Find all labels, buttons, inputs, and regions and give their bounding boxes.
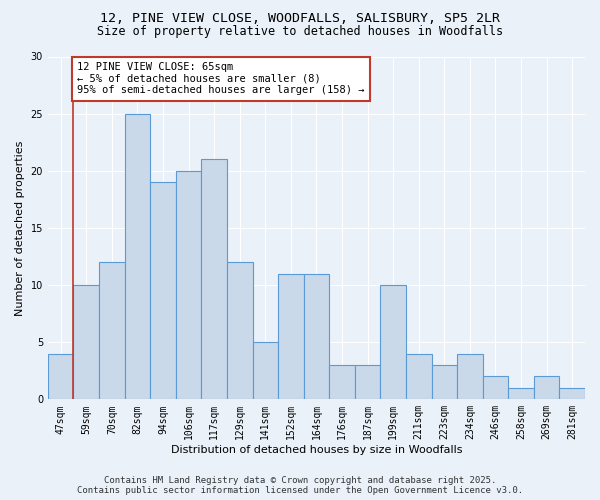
Y-axis label: Number of detached properties: Number of detached properties <box>15 140 25 316</box>
Bar <box>329 365 355 400</box>
Bar <box>227 262 253 400</box>
Bar <box>380 285 406 400</box>
Bar <box>278 274 304 400</box>
Bar <box>202 160 227 400</box>
Bar <box>457 354 482 400</box>
Bar <box>125 114 150 400</box>
Bar <box>508 388 534 400</box>
Text: 12 PINE VIEW CLOSE: 65sqm
← 5% of detached houses are smaller (8)
95% of semi-de: 12 PINE VIEW CLOSE: 65sqm ← 5% of detach… <box>77 62 365 96</box>
Bar <box>304 274 329 400</box>
Bar <box>559 388 585 400</box>
Bar <box>253 342 278 400</box>
Bar <box>48 354 73 400</box>
Bar <box>99 262 125 400</box>
Bar <box>406 354 431 400</box>
Bar <box>150 182 176 400</box>
Text: 12, PINE VIEW CLOSE, WOODFALLS, SALISBURY, SP5 2LR: 12, PINE VIEW CLOSE, WOODFALLS, SALISBUR… <box>100 12 500 26</box>
Bar <box>176 171 202 400</box>
Bar <box>431 365 457 400</box>
Bar <box>73 285 99 400</box>
Bar <box>355 365 380 400</box>
Text: Size of property relative to detached houses in Woodfalls: Size of property relative to detached ho… <box>97 25 503 38</box>
Bar <box>482 376 508 400</box>
Bar <box>534 376 559 400</box>
X-axis label: Distribution of detached houses by size in Woodfalls: Distribution of detached houses by size … <box>171 445 462 455</box>
Text: Contains HM Land Registry data © Crown copyright and database right 2025.
Contai: Contains HM Land Registry data © Crown c… <box>77 476 523 495</box>
